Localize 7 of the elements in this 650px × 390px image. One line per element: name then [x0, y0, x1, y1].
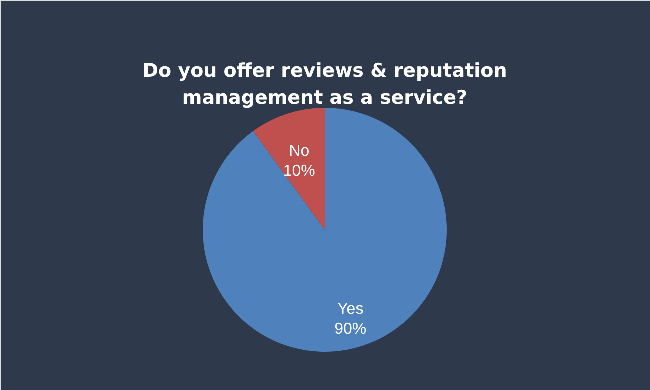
pie-slice [253, 108, 325, 230]
data-label: 90% [334, 320, 367, 338]
slice-label: No [289, 143, 310, 160]
pie-slice [203, 108, 447, 352]
data-label: 10% [283, 163, 316, 180]
chart-title: Do you offer reviews & reputation management as a service? [142, 60, 508, 109]
slice-label: Yes [338, 300, 364, 318]
